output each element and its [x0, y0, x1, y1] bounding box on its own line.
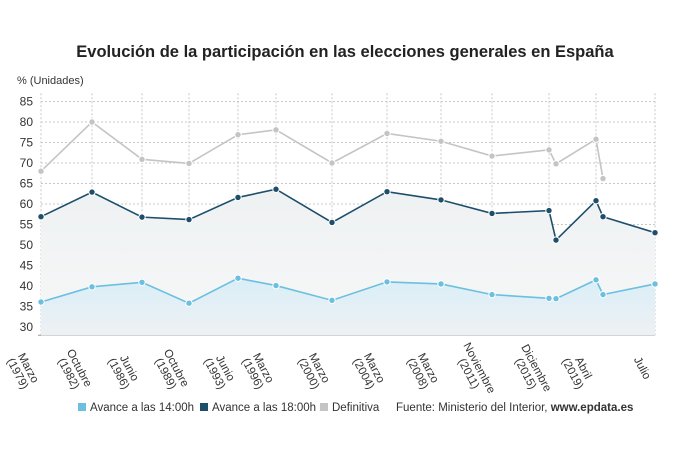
point [37, 298, 45, 306]
point [88, 118, 96, 126]
point [599, 174, 607, 183]
point [138, 278, 146, 287]
y-tick-label: 40 [20, 279, 34, 293]
source-prefix: Fuente: Ministerio del Interior, [396, 402, 548, 414]
point [592, 197, 600, 205]
series-line [40, 120, 604, 179]
point [138, 213, 146, 221]
legend-label: Avance a las 14:00h [90, 402, 194, 414]
point [328, 159, 336, 167]
point [328, 296, 336, 305]
point [37, 213, 45, 221]
point [185, 159, 193, 168]
y-tick-label: 70 [20, 156, 34, 170]
point [272, 126, 280, 134]
point [88, 188, 96, 196]
legend-swatch [200, 403, 208, 411]
source-site: www.epdata.es [550, 402, 634, 414]
point [234, 131, 242, 139]
point [328, 218, 336, 227]
point [488, 290, 496, 299]
point [185, 215, 193, 224]
point [552, 295, 560, 303]
point [488, 152, 496, 160]
point [651, 229, 659, 237]
point [545, 146, 553, 154]
point [437, 280, 445, 288]
point [272, 185, 280, 193]
y-tick-label: 80 [20, 115, 34, 129]
point [552, 160, 560, 168]
point [599, 290, 607, 299]
point [234, 274, 242, 282]
point [488, 209, 496, 218]
point [37, 167, 45, 175]
y-axis-label: % (Unidades) [17, 75, 84, 87]
point [234, 193, 242, 202]
area [41, 278, 655, 336]
y-tick-label: 35 [20, 300, 34, 314]
source: Fuente: Ministerio del Interior, www.epd… [396, 402, 633, 414]
point [592, 135, 600, 143]
point [651, 280, 659, 288]
y-tick-label: 65 [20, 177, 34, 191]
point [437, 137, 445, 145]
legend-label: Avance a las 18:00h [212, 402, 316, 414]
point [383, 129, 391, 138]
y-tick-label: 50 [20, 238, 34, 252]
y-tick-label: 45 [20, 259, 34, 273]
legend-swatch [320, 403, 328, 411]
point [545, 206, 553, 215]
point [383, 188, 391, 196]
point [272, 281, 280, 290]
point [599, 213, 607, 221]
point [592, 276, 600, 284]
y-tick-label: 85 [20, 95, 34, 109]
point [138, 155, 146, 164]
chart-title: Evolución de la participación en las ele… [76, 43, 614, 61]
y-tick-label: 75 [20, 136, 34, 150]
point [185, 299, 193, 307]
legend-swatch [78, 403, 86, 411]
y-tick-label: 55 [20, 218, 34, 232]
point [383, 278, 391, 286]
point [88, 283, 96, 291]
y-tick-label: 30 [20, 320, 34, 334]
point [552, 236, 560, 244]
legend-label: Definitiva [332, 402, 380, 414]
y-tick-label: 60 [20, 197, 34, 211]
point [545, 294, 553, 302]
point [437, 196, 445, 204]
